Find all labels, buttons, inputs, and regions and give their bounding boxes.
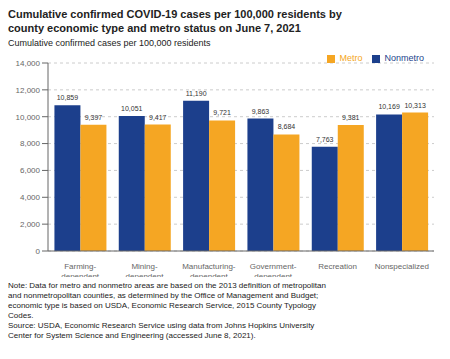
svg-text:0: 0: [36, 247, 41, 256]
svg-text:9,381: 9,381: [342, 114, 360, 121]
svg-text:4,000: 4,000: [20, 193, 41, 202]
svg-text:10,859: 10,859: [57, 94, 79, 101]
svg-text:8,000: 8,000: [20, 139, 41, 148]
svg-text:Farming-dependent: Farming-dependent: [61, 262, 100, 277]
svg-text:10,000: 10,000: [16, 113, 41, 122]
html-text:economic type is based on USDA: economic type is based on USDA, Economic…: [8, 301, 316, 310]
svg-text:9,721: 9,721: [213, 109, 231, 116]
html-text:Cumulative confirmed COVID-19: Cumulative confirmed COVID-19 cases per …: [8, 8, 342, 20]
svg-text:Nonspecialized: Nonspecialized: [375, 262, 429, 271]
svg-text:Mining-dependent: Mining-dependent: [126, 262, 165, 277]
svg-text:7,763: 7,763: [316, 136, 334, 143]
svg-text:11,190: 11,190: [186, 90, 207, 97]
html-text:Nonmetro: Nonmetro: [384, 53, 424, 63]
html-text:Source: USDA, Economic Researc: Source: USDA, Economic Research Service …: [8, 321, 315, 330]
svg-text:12,000: 12,000: [16, 86, 41, 95]
html-text:Codes.: Codes.: [8, 311, 34, 320]
svg-text:6,000: 6,000: [20, 166, 41, 175]
svg-text:14,000: 14,000: [16, 59, 41, 68]
svg-text:2,000: 2,000: [20, 220, 41, 229]
svg-text:10,313: 10,313: [404, 102, 426, 109]
svg-text:Recreation: Recreation: [318, 262, 357, 271]
svg-text:9,863: 9,863: [252, 108, 270, 115]
html-text:county economic type and metro: county economic type and metro status on…: [8, 21, 301, 34]
svg-text:10,051: 10,051: [121, 105, 143, 112]
html-text:Metro: Metro: [339, 53, 363, 63]
svg-text:Manufacturing-dependent: Manufacturing-dependent: [182, 262, 236, 277]
svg-text:9,417: 9,417: [149, 114, 167, 121]
html-text:and nonmetropolitan counties,: and nonmetropolitan counties, as determi…: [8, 291, 319, 300]
html-text:Cumulative confirmed cases per: Cumulative confirmed cases per 100,000 r…: [8, 38, 211, 48]
svg-text:10,169: 10,169: [378, 103, 400, 110]
svg-text:8,684: 8,684: [278, 123, 296, 130]
html-text:Center for System Science and: Center for System Science and Engineerin…: [8, 331, 256, 340]
svg-text:9,397: 9,397: [85, 114, 103, 121]
html-text:Note: Data for metro and nonme: Note: Data for metro and nonmetro areas …: [8, 281, 326, 290]
svg-text:Government-dependent: Government-dependent: [250, 262, 297, 277]
